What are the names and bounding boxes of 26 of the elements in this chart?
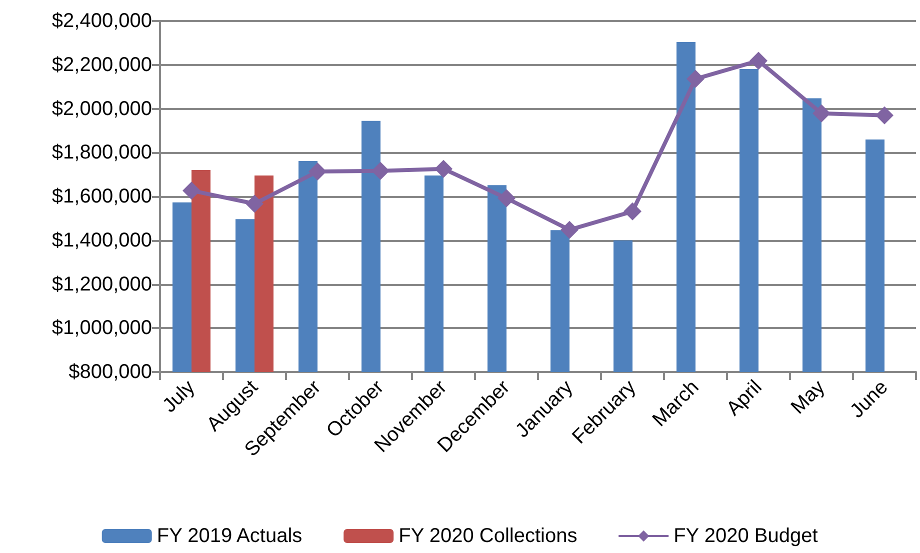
point [750,52,768,70]
point [308,162,326,180]
y-tick-label: $800,000 [68,361,152,383]
point [246,194,264,213]
legend-label: FY 2020 Collections [398,525,578,547]
point [876,106,894,124]
y-tick-label: $2,000,000 [52,98,152,120]
legend-label: FY 2019 Actuals [156,525,302,547]
point [182,182,200,200]
y-tick-label: $2,200,000 [52,54,152,76]
y-tick-label: $1,600,000 [52,186,152,208]
point [560,220,578,239]
y-tick-label: $1,200,000 [52,273,152,296]
point [624,202,642,220]
y-tick-label: $1,000,000 [52,317,152,340]
point [812,104,830,122]
point [372,162,390,180]
x-tick-label: May [787,376,830,418]
y-tick-label: $2,400,000 [52,10,152,32]
y-tick-label: $1,800,000 [52,142,152,164]
point [686,70,704,88]
y-tick-label: $1,400,000 [52,229,152,252]
x-tick-label: July [158,376,200,417]
point [434,160,452,178]
legend-label: FY 2020 Budget [674,525,818,547]
point [498,189,516,208]
